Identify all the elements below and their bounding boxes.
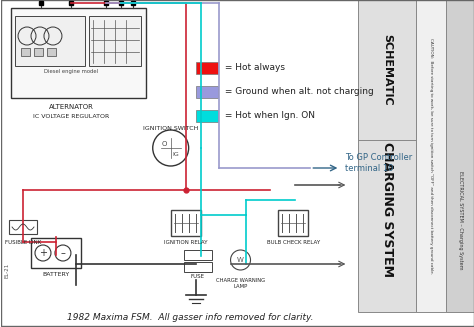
Text: = Hot when Ign. ON: = Hot when Ign. ON [221, 112, 315, 121]
Bar [446, 0, 474, 312]
Circle shape [35, 245, 51, 261]
Text: To GP Controller
terminal 10: To GP Controller terminal 10 [345, 153, 412, 173]
Text: ALTERNATOR: ALTERNATOR [48, 104, 93, 110]
Text: IGNITION RELAY: IGNITION RELAY [164, 240, 208, 246]
Bar [47, 48, 56, 56]
Text: IC VOLTAGE REGULATOR: IC VOLTAGE REGULATOR [33, 113, 109, 118]
Text: CHARGING SYSTEM: CHARGING SYSTEM [381, 143, 394, 278]
Bar [31, 238, 81, 268]
Text: IGNITION SWITCH: IGNITION SWITCH [143, 126, 199, 130]
Bar [416, 0, 446, 312]
Text: = Hot always: = Hot always [221, 63, 284, 73]
Circle shape [55, 245, 71, 261]
Bar [15, 16, 85, 66]
Text: IG: IG [173, 151, 179, 157]
Bar [183, 250, 211, 260]
Bar [278, 210, 309, 236]
Circle shape [153, 130, 189, 166]
Text: W: W [237, 257, 244, 263]
Text: BATTERY: BATTERY [42, 271, 70, 277]
Text: BULB CHECK RELAY: BULB CHECK RELAY [267, 240, 320, 246]
Bar [196, 86, 218, 98]
Bar [34, 48, 43, 56]
Bar [183, 262, 211, 272]
Bar [171, 210, 201, 236]
Text: ELECTRICAL SYSTEM – Charging System: ELECTRICAL SYSTEM – Charging System [457, 171, 463, 269]
Bar [196, 110, 218, 122]
Text: EL-21: EL-21 [5, 262, 9, 278]
Bar [196, 62, 218, 74]
Bar [89, 16, 141, 66]
Bar [11, 8, 146, 98]
Text: CAUTION:  Before starting to work, be sure to turn ignition switch “OFF” and the: CAUTION: Before starting to work, be sur… [429, 38, 433, 274]
Text: +: + [39, 248, 47, 258]
Text: Diesel engine model: Diesel engine model [44, 68, 98, 74]
Text: O: O [162, 141, 167, 147]
Circle shape [230, 250, 250, 270]
Text: FUSE: FUSE [191, 274, 205, 280]
Text: 1982 Maxima FSM.  All gasser info removed for clarity.: 1982 Maxima FSM. All gasser info removed… [67, 314, 314, 322]
Text: FUSIBLE LINK: FUSIBLE LINK [5, 239, 41, 245]
Text: –: – [61, 248, 65, 258]
Bar [358, 0, 416, 312]
Bar [9, 220, 37, 234]
Text: = Ground when alt. not charging: = Ground when alt. not charging [221, 88, 374, 96]
Text: CHARGE WARNING
LAMP: CHARGE WARNING LAMP [216, 278, 265, 289]
Text: SCHEMATIC: SCHEMATIC [382, 34, 392, 106]
Bar [21, 48, 30, 56]
